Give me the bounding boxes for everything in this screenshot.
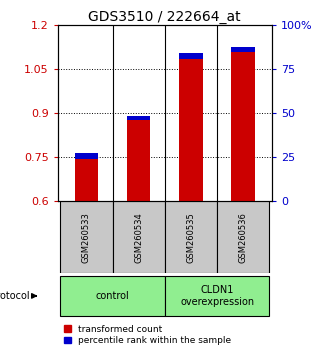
Text: protocol: protocol <box>0 291 30 301</box>
Bar <box>75 159 98 201</box>
Bar <box>127 116 150 120</box>
Bar <box>60 201 113 273</box>
Text: GSM260534: GSM260534 <box>134 212 143 263</box>
Text: GSM260533: GSM260533 <box>82 212 91 263</box>
Bar <box>179 59 203 201</box>
Bar <box>217 201 269 273</box>
Bar <box>165 276 269 316</box>
Title: GDS3510 / 222664_at: GDS3510 / 222664_at <box>89 10 241 24</box>
Text: GSM260535: GSM260535 <box>187 212 196 263</box>
Text: GSM260536: GSM260536 <box>239 212 248 263</box>
Legend: transformed count, percentile rank within the sample: transformed count, percentile rank withi… <box>62 323 233 347</box>
Bar <box>60 276 165 316</box>
Bar <box>127 120 150 201</box>
Text: CLDN1
overexpression: CLDN1 overexpression <box>180 285 254 307</box>
Bar <box>231 46 255 52</box>
Bar <box>113 201 165 273</box>
Bar <box>165 201 217 273</box>
Text: control: control <box>96 291 129 301</box>
Bar <box>231 52 255 201</box>
Bar <box>75 153 98 159</box>
Bar <box>179 53 203 59</box>
